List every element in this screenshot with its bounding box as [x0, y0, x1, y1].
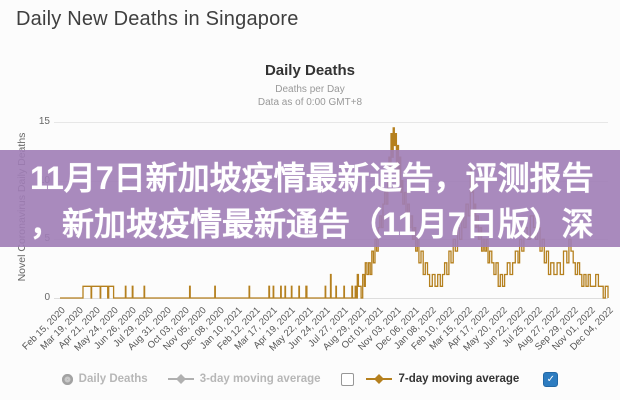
legend-label: 3-day moving average: [199, 373, 321, 385]
checkbox-checked[interactable]: ✓: [543, 371, 559, 387]
legend-item-7day-average[interactable]: 7-day moving average: [365, 373, 520, 385]
y-tick-0: 0: [44, 292, 50, 303]
overlay-banner-line1: 11月7日新加坡疫情最新通告，评测报告: [30, 160, 594, 196]
legend-item-3day-average[interactable]: 3-day moving average: [167, 373, 321, 385]
circle-marker-icon: [61, 373, 73, 385]
legend-label: Daily Deaths: [78, 373, 148, 385]
check-icon: ✓: [546, 373, 556, 385]
line-diamond-marker-icon: [365, 374, 392, 384]
legend: Daily Deaths 3-day moving average 7-day …: [0, 367, 620, 391]
legend-label: 7-day moving average: [398, 373, 520, 385]
chart-subtitle-line2: Data as of 0:00 GMT+8: [257, 97, 363, 108]
overlay-banner: 11月7日新加坡疫情最新通告，评测报告 ，新加坡疫情最新通告（11月7日版）深: [0, 150, 620, 247]
line-diamond-marker-icon: [167, 374, 194, 384]
checkbox-unchecked[interactable]: [340, 372, 354, 386]
overlay-banner-line2: ，新加坡疫情最新通告（11月7日版）深: [30, 206, 594, 242]
chart-subtitle-line1: Deaths per Day: [275, 84, 345, 95]
legend-item-daily-deaths[interactable]: Daily Deaths: [61, 373, 148, 385]
page-title: Daily New Deaths in Singapore: [16, 8, 299, 30]
chart-title: Daily Deaths: [264, 62, 356, 79]
y-tick-15: 15: [38, 116, 50, 127]
gridline-15: [54, 122, 608, 123]
